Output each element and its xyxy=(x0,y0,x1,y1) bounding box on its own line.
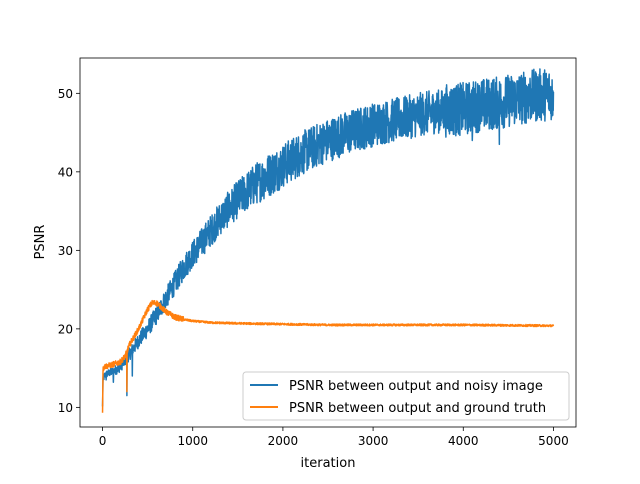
legend-box xyxy=(242,371,570,421)
x-tick-label: 0 xyxy=(99,434,107,448)
legend-label-noisy: PSNR between output and noisy image xyxy=(289,379,543,394)
y-axis: 10 20 30 40 50 xyxy=(58,87,80,415)
y-axis-label: PSNR xyxy=(33,225,48,260)
y-tick-label: 40 xyxy=(58,165,73,179)
series-line-1 xyxy=(101,299,555,413)
x-tick-label: 3000 xyxy=(358,434,389,448)
x-axis: 0 1000 2000 3000 4000 5000 xyxy=(99,427,569,448)
x-tick-label: 5000 xyxy=(538,434,569,448)
legend-label-ground-truth: PSNR between output and ground truth xyxy=(289,401,546,416)
series-line-0 xyxy=(101,68,555,407)
legend: PSNR between output and noisy image PSNR… xyxy=(242,371,570,421)
y-tick-label: 10 xyxy=(58,401,73,415)
x-tick-label: 4000 xyxy=(448,434,479,448)
y-tick-label: 50 xyxy=(58,87,73,101)
plot-lines xyxy=(101,68,555,413)
y-tick-label: 30 xyxy=(58,244,73,258)
axes-frame xyxy=(79,57,577,428)
y-tick-label: 20 xyxy=(58,322,73,336)
x-tick-label: 1000 xyxy=(177,434,208,448)
x-tick-label: 2000 xyxy=(268,434,299,448)
x-axis-label: iteration xyxy=(301,456,356,471)
